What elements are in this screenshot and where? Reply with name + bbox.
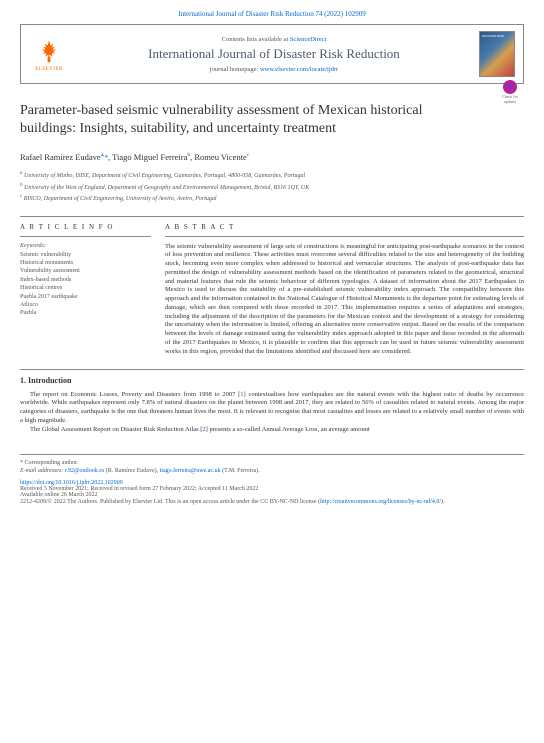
crossmark-icon xyxy=(503,80,517,94)
divider xyxy=(20,369,524,370)
authors-line: Rafael Ramírez Eudavea,*, Tiago Miguel F… xyxy=(20,152,524,162)
journal-homepage: journal homepage: www.elsevier.com/locat… xyxy=(77,66,471,73)
info-abstract-row: A R T I C L E I N F O Keywords: Seismic … xyxy=(20,223,524,357)
intro-paragraph-2: The Global Assessment Report on Disaster… xyxy=(20,426,524,435)
abstract-text: The seismic vulnerability assessment of … xyxy=(165,243,524,357)
article-title: Parameter-based seismic vulnerability as… xyxy=(20,102,423,138)
elsevier-name: ELSEVIER xyxy=(35,67,63,72)
keyword: Index-based methods xyxy=(20,276,151,284)
intro-heading: 1. Introduction xyxy=(20,376,524,385)
journal-citation-link[interactable]: International Journal of Disaster Risk R… xyxy=(20,10,524,18)
affiliation-b: b University of the West of England, Dep… xyxy=(20,182,524,192)
keyword: Vulnerability assessment xyxy=(20,267,151,275)
license-url-link[interactable]: http://creativecommons.org/licenses/by-n… xyxy=(320,499,441,505)
keywords-label: Keywords: xyxy=(20,243,151,249)
available-online: Available online 26 March 2022 xyxy=(20,492,524,498)
header-center: Contents lists available at ScienceDirec… xyxy=(77,36,471,73)
affiliations: a University of Minho, ISISE, Department… xyxy=(20,170,524,203)
keyword: Historical centres xyxy=(20,284,151,292)
author-3: Romeu Vicente xyxy=(194,152,246,162)
keyword: Historical monuments xyxy=(20,259,151,267)
email-line: E-mail addresses: r.92@outlook.es (R. Ra… xyxy=(20,468,524,474)
divider xyxy=(20,236,151,237)
check-updates-badge[interactable]: Check for updates xyxy=(500,80,520,100)
divider xyxy=(20,216,524,217)
elsevier-tree-icon xyxy=(35,37,63,65)
contents-available: Contents lists available at ScienceDirec… xyxy=(77,36,471,43)
license-line: 2212-4209/© 2022 The Authors. Published … xyxy=(20,499,524,507)
journal-header: ELSEVIER Contents lists available at Sci… xyxy=(20,24,524,84)
homepage-url-link[interactable]: www.elsevier.com/locate/ijdrr xyxy=(260,66,338,73)
email-link-2[interactable]: tiago.ferreira@uwe.ac.uk xyxy=(160,468,221,474)
keyword: Seismic vulnerability xyxy=(20,251,151,259)
abstract-heading: A B S T R A C T xyxy=(165,223,524,231)
corresponding-author: * Corresponding author. xyxy=(20,460,524,466)
journal-name: International Journal of Disaster Risk R… xyxy=(77,46,471,62)
journal-cover-thumbnail: DISASTER RISK xyxy=(479,31,515,77)
article-info-heading: A R T I C L E I N F O xyxy=(20,223,151,231)
abstract-column: A B S T R A C T The seismic vulnerabilit… xyxy=(165,223,524,357)
sciencedirect-link[interactable]: ScienceDirect xyxy=(290,36,326,43)
divider xyxy=(165,236,524,237)
elsevier-logo: ELSEVIER xyxy=(29,32,69,76)
author-1: Rafael Ramírez Eudave xyxy=(20,152,101,162)
email-link-1[interactable]: r.92@outlook.es xyxy=(65,468,105,474)
footer: * Corresponding author. E-mail addresses… xyxy=(20,454,524,507)
affiliation-a: a University of Minho, ISISE, Department… xyxy=(20,170,524,180)
keyword: Atlixco xyxy=(20,301,151,309)
keyword: Puebla 2017 earthquake xyxy=(20,293,151,301)
intro-paragraph-1: The report on Economic Losses, Poverty a… xyxy=(20,391,524,426)
author-2: Tiago Miguel Ferreira xyxy=(112,152,187,162)
affiliation-c: c RISCO, Department of Civil Engineering… xyxy=(20,193,524,203)
keyword: Puebla xyxy=(20,309,151,317)
article-info-column: A R T I C L E I N F O Keywords: Seismic … xyxy=(20,223,151,357)
